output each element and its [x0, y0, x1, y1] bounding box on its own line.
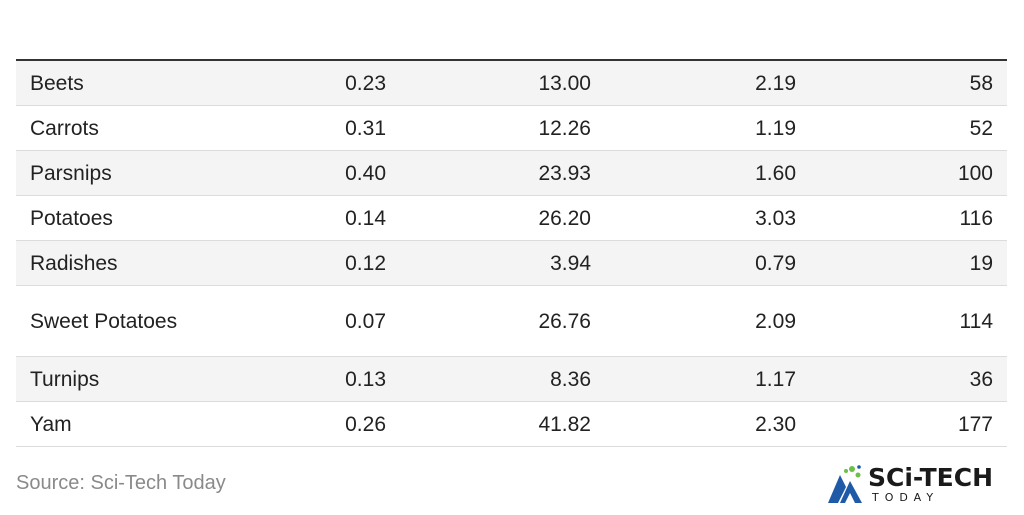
- value-cell: 2.30: [605, 401, 810, 447]
- table-row: Sweet Potatoes 0.07 26.76 2.09 114: [16, 285, 1007, 357]
- table-row: Parsnips 0.40 23.93 1.60 100: [16, 150, 1007, 196]
- value-cell: 100: [810, 150, 1007, 196]
- value-cell: 3.94: [400, 240, 605, 286]
- value-cell: 116: [810, 195, 1007, 241]
- value-cell: 0.13: [206, 356, 400, 402]
- table-top-rule: [16, 59, 1007, 61]
- source-caption: Source: Sci-Tech Today: [16, 472, 226, 494]
- table-row: Turnips 0.13 8.36 1.17 36: [16, 356, 1007, 402]
- value-cell: 3.03: [605, 195, 810, 241]
- value-cell: 1.60: [605, 150, 810, 196]
- logo-mark-icon: [828, 465, 862, 503]
- table-row: Carrots 0.31 12.26 1.19 52: [16, 105, 1007, 151]
- value-cell: 58: [810, 61, 1007, 106]
- value-cell: 0.79: [605, 240, 810, 286]
- table-row: Radishes 0.12 3.94 0.79 19: [16, 240, 1007, 286]
- row-name-cell: Parsnips: [16, 150, 206, 196]
- value-cell: 177: [810, 401, 1007, 447]
- data-table: Beets 0.23 13.00 2.19 58 Carrots 0.31 12…: [16, 61, 1007, 447]
- row-name-cell: Carrots: [16, 105, 206, 151]
- row-name-cell: Radishes: [16, 240, 206, 286]
- row-name-cell: Yam: [16, 401, 206, 447]
- value-cell: 0.40: [206, 150, 400, 196]
- value-cell: 26.20: [400, 195, 605, 241]
- value-cell: 1.19: [605, 105, 810, 151]
- value-cell: 0.12: [206, 240, 400, 286]
- value-cell: 1.17: [605, 356, 810, 402]
- value-cell: 36: [810, 356, 1007, 402]
- value-cell: 12.26: [400, 105, 605, 151]
- value-cell: 41.82: [400, 401, 605, 447]
- table-row: Yam 0.26 41.82 2.30 177: [16, 401, 1007, 447]
- value-cell: 13.00: [400, 61, 605, 106]
- logo-subtitle: TODAY: [872, 491, 940, 504]
- value-cell: 52: [810, 105, 1007, 151]
- row-name-cell: Turnips: [16, 356, 206, 402]
- value-cell: 114: [810, 285, 1007, 357]
- value-cell: 8.36: [400, 356, 605, 402]
- row-name-cell: Sweet Potatoes: [16, 285, 206, 357]
- table-row: Potatoes 0.14 26.20 3.03 116: [16, 195, 1007, 241]
- sci-tech-today-logo: SCi-TECH TODAY: [826, 461, 1006, 507]
- value-cell: 0.14: [206, 195, 400, 241]
- value-cell: 2.19: [605, 61, 810, 106]
- value-cell: 0.23: [206, 61, 400, 106]
- logo-wordmark: SCi-TECH: [868, 463, 994, 492]
- value-cell: 23.93: [400, 150, 605, 196]
- row-name-cell: Potatoes: [16, 195, 206, 241]
- value-cell: 2.09: [605, 285, 810, 357]
- table-row: Beets 0.23 13.00 2.19 58: [16, 61, 1007, 106]
- value-cell: 0.31: [206, 105, 400, 151]
- value-cell: 26.76: [400, 285, 605, 357]
- value-cell: 0.26: [206, 401, 400, 447]
- value-cell: 0.07: [206, 285, 400, 357]
- value-cell: 19: [810, 240, 1007, 286]
- row-name-cell: Beets: [16, 61, 206, 106]
- data-table-container: Beets 0.23 13.00 2.19 58 Carrots 0.31 12…: [16, 59, 1007, 447]
